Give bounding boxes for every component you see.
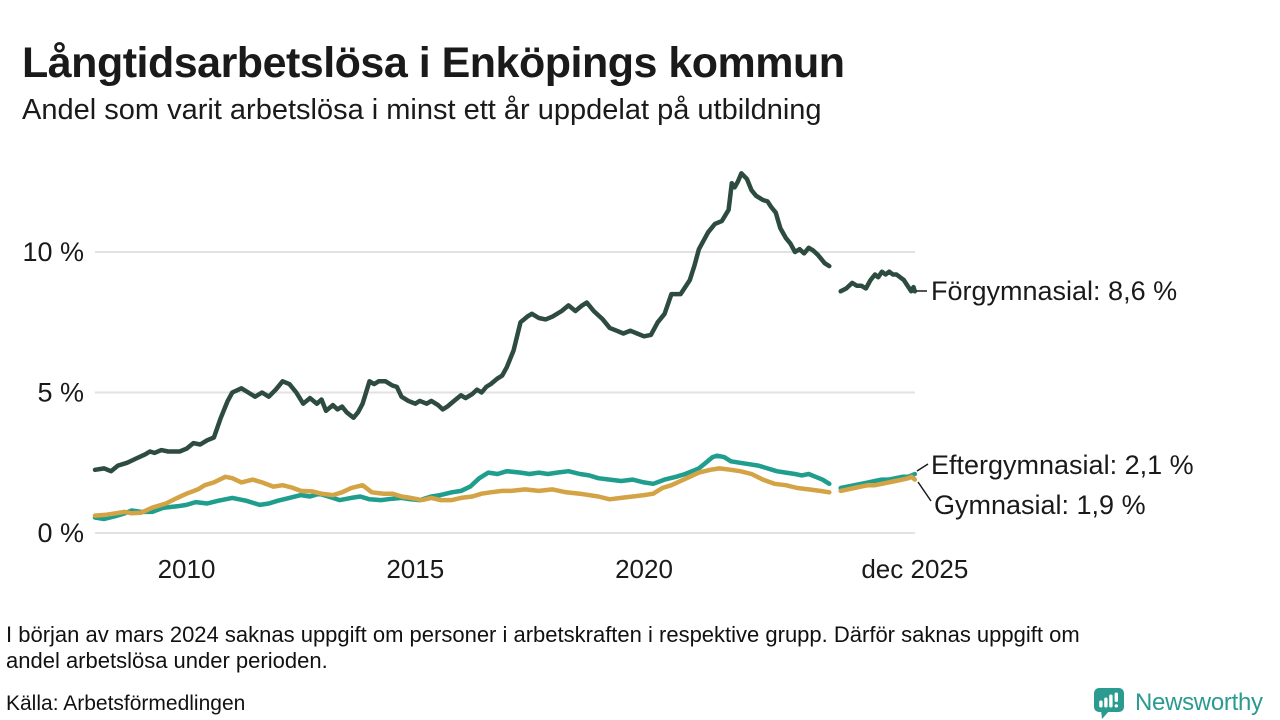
y-tick-label: 5 % <box>37 378 84 408</box>
label-connector-line <box>917 481 932 502</box>
y-tick-label: 10 % <box>22 237 84 267</box>
footnote-line-2: andel arbetslösa under perioden. <box>6 648 328 673</box>
line-chart: 0 % 5 % 10 % 2010 2015 2020 dec 2025 <box>22 171 968 584</box>
series-line-eftergymnasial <box>92 453 832 522</box>
series-end-label-eftergymnasial: Eftergymnasial: 2,1 % <box>931 450 1194 480</box>
page-title: Långtidsarbetslösa i Enköpings kommun <box>22 38 845 87</box>
series-line-gymnasial <box>838 474 918 494</box>
series-line-gymnasial <box>92 466 832 518</box>
chart-subtitle: Andel som varit arbetslösa i minst ett å… <box>22 94 822 126</box>
label-connector-line <box>916 463 929 472</box>
footnote: I början av mars 2024 saknas uppgift om … <box>6 622 1266 674</box>
newsworthy-logo: Newsworthy <box>1093 688 1263 720</box>
newsworthy-wordmark: Newsworthy <box>1135 689 1263 716</box>
x-tick-label: 2010 <box>158 554 216 584</box>
series-line-förgymnasial <box>838 269 918 294</box>
series-end-label-forgymnasial: Förgymnasial: 8,6 % <box>931 276 1178 306</box>
series-line-förgymnasial <box>92 171 832 474</box>
x-tick-label: 2015 <box>386 554 444 584</box>
footnote-line-1: I början av mars 2024 saknas uppgift om … <box>6 622 1080 647</box>
source-note: Källa: Arbetsförmedlingen <box>6 692 246 715</box>
newsworthy-bubble-chart-icon <box>1094 688 1124 719</box>
y-tick-label: 0 % <box>37 518 84 548</box>
series-end-label-gymnasial: Gymnasial: 1,9 % <box>934 490 1146 520</box>
x-tick-label: dec 2025 <box>861 554 968 584</box>
x-tick-label: 2020 <box>615 554 673 584</box>
